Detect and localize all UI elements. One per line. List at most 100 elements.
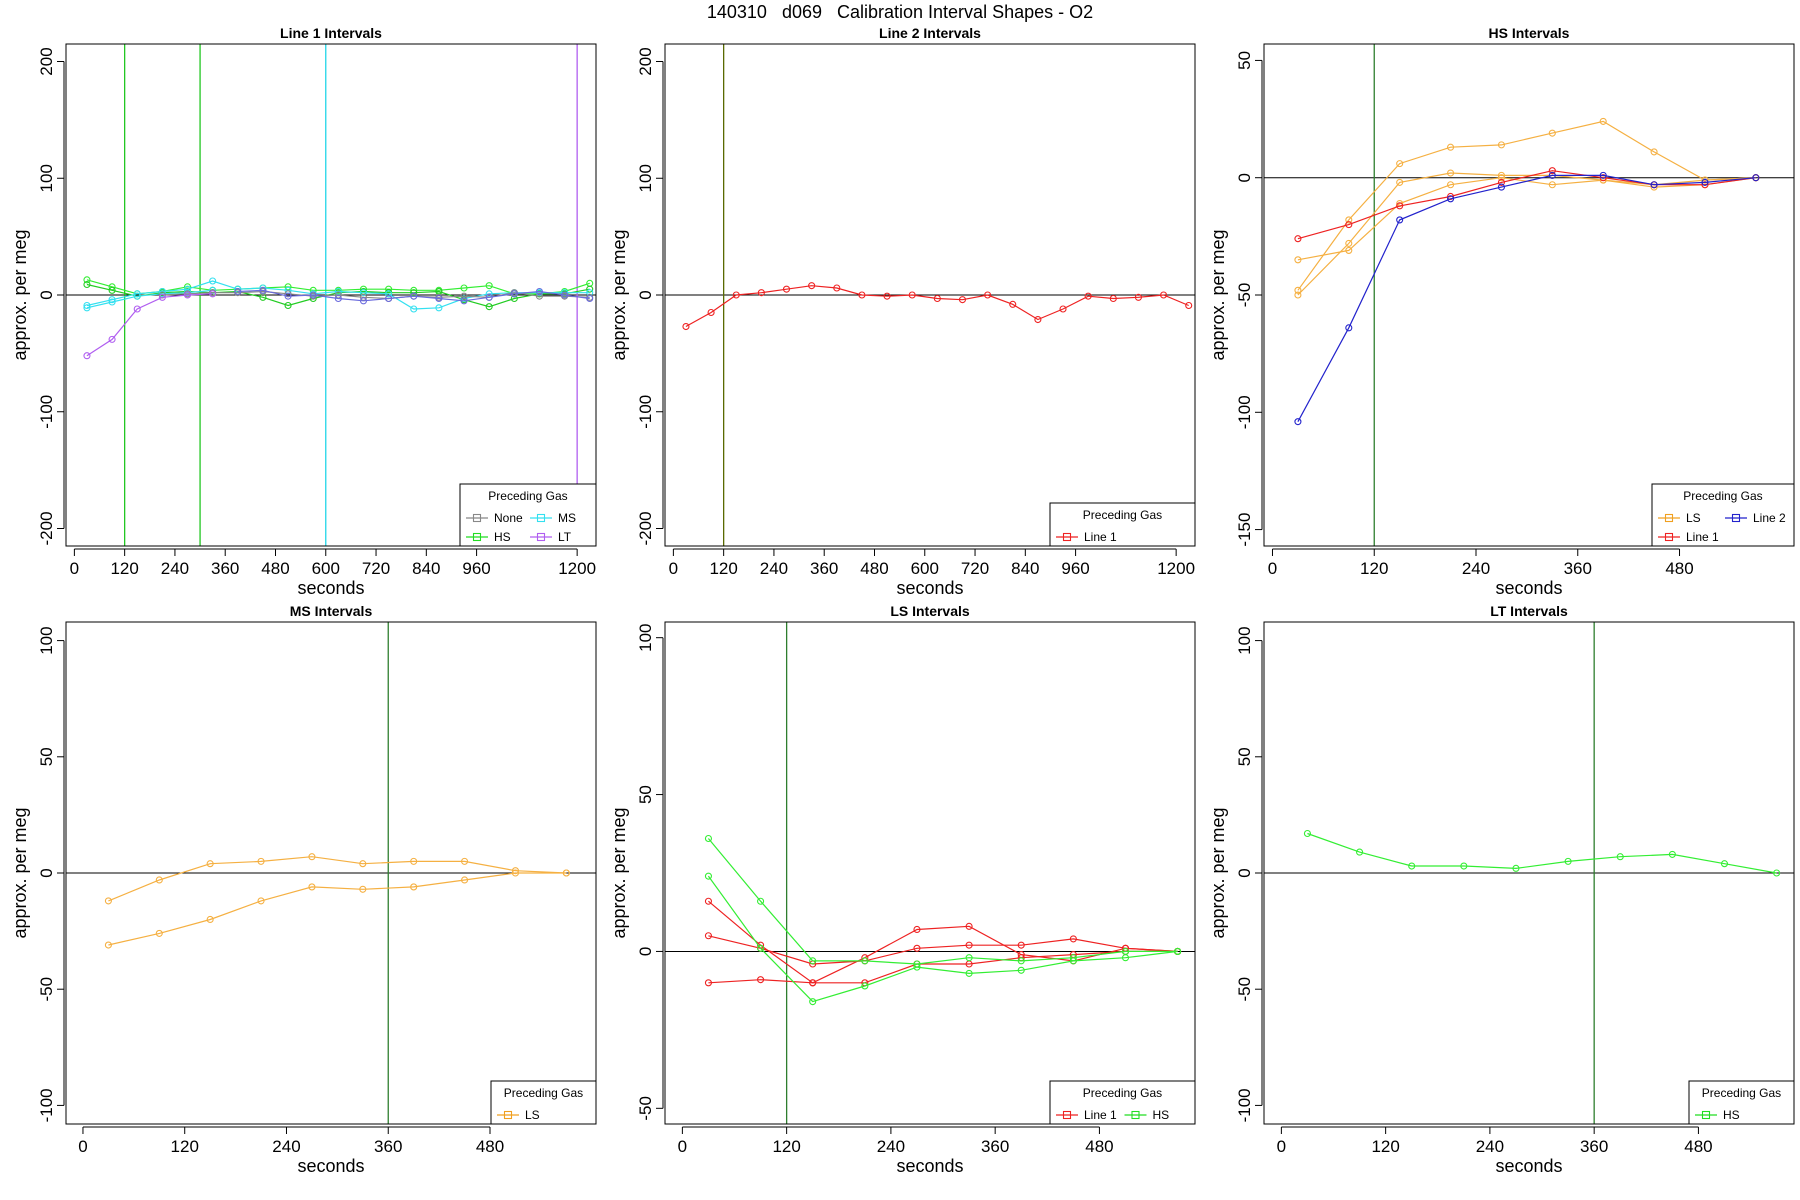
panel-title: LT Intervals	[1490, 603, 1568, 619]
legend-key-marker	[472, 513, 482, 523]
x-tick-label: 240	[760, 559, 788, 578]
data-point	[334, 294, 342, 303]
legend-box	[490, 1080, 597, 1125]
data-point	[108, 296, 116, 304]
data-point	[586, 294, 594, 303]
data-point	[1294, 235, 1302, 243]
legend-key-marker	[1701, 1110, 1711, 1120]
data-point	[808, 282, 816, 290]
x-tick-label: 240	[272, 1137, 300, 1156]
data-point	[83, 301, 91, 310]
x-tick-label: 120	[1360, 559, 1388, 578]
data-point	[308, 883, 316, 891]
x-tick-label: 240	[161, 559, 189, 578]
data-point	[704, 872, 712, 880]
x-tick-label: 600	[312, 559, 340, 578]
y-axis-label: approx. per meg	[609, 807, 629, 938]
data-point	[158, 291, 166, 299]
data-point	[257, 897, 265, 905]
data-point	[1121, 954, 1130, 962]
legend-key-marker	[503, 1110, 513, 1120]
y-tick-label: -50	[636, 1096, 655, 1121]
legend-title: Preceding Gas	[1083, 508, 1162, 522]
data-point	[1564, 857, 1572, 865]
x-tick-label: 720	[362, 559, 390, 578]
plot-frame	[1263, 43, 1795, 547]
x-tick-label: 360	[374, 1137, 402, 1156]
data-point	[757, 289, 765, 297]
data-point	[234, 287, 242, 296]
y-tick-label: 0	[37, 290, 56, 299]
data-point	[461, 857, 469, 865]
data-point	[309, 291, 317, 299]
data-point	[410, 883, 418, 891]
legend: Preceding Gas LS Line 2 Line 1	[1651, 483, 1795, 547]
x-tick-label: 0	[1268, 559, 1277, 578]
series-line	[1297, 170, 1756, 240]
legend-entry-label: HS	[494, 530, 511, 544]
data-point	[108, 298, 116, 306]
data-point	[209, 277, 217, 285]
data-point	[757, 976, 765, 984]
data-point	[104, 941, 112, 949]
legend-key-marker	[472, 532, 482, 542]
x-tick-label: 480	[860, 559, 888, 578]
data-point	[133, 305, 141, 313]
data-point	[1294, 291, 1302, 299]
data-point	[485, 282, 493, 290]
legend-entry-label: Line 1	[1686, 530, 1719, 544]
y-tick-label: -100	[636, 395, 655, 429]
data-point	[1017, 941, 1025, 949]
data-point	[1497, 174, 1505, 182]
data-point	[1084, 292, 1092, 300]
y-tick-label: -50	[1235, 977, 1254, 1002]
x-tick-label: 0	[1277, 1137, 1286, 1156]
x-tick-label: 1200	[558, 559, 596, 578]
data-point	[183, 291, 192, 299]
y-tick-label: 50	[1235, 747, 1254, 766]
series-line	[707, 875, 1178, 1003]
x-tick-label: 120	[1371, 1137, 1399, 1156]
data-point	[1396, 178, 1404, 186]
y-tick-label: 100	[37, 626, 56, 654]
x-tick-label: 360	[1564, 559, 1592, 578]
data-point	[257, 857, 265, 865]
data-point	[435, 294, 443, 303]
x-axis-label: seconds	[297, 1156, 364, 1176]
data-point	[461, 876, 469, 884]
y-tick-label: 200	[636, 47, 655, 75]
data-point	[1009, 300, 1017, 308]
data-point	[359, 860, 367, 868]
series-line	[1297, 174, 1756, 422]
data-point	[410, 857, 418, 865]
y-axis-label: approx. per meg	[10, 229, 30, 360]
data-point	[1396, 160, 1404, 168]
y-tick-label: 0	[636, 290, 655, 299]
x-tick-label: 720	[961, 559, 989, 578]
data-point	[1497, 171, 1505, 179]
data-point	[908, 291, 916, 299]
data-point	[155, 929, 163, 937]
x-axis-label: seconds	[896, 578, 963, 598]
x-axis-label: seconds	[297, 578, 364, 598]
legend-key-marker	[1131, 1110, 1140, 1120]
legend: Preceding Gas LS	[490, 1080, 597, 1125]
legend-title: Preceding Gas	[488, 489, 567, 503]
data-point	[1720, 860, 1729, 868]
data-point	[1294, 256, 1302, 264]
data-point	[1668, 850, 1676, 858]
plot-frame	[65, 621, 597, 1125]
data-point	[435, 304, 443, 312]
data-point	[1497, 178, 1505, 186]
y-tick-label: 50	[37, 747, 56, 766]
data-point	[965, 922, 973, 930]
data-point	[913, 944, 921, 952]
data-point	[535, 292, 543, 300]
data-point	[704, 932, 712, 940]
y-tick-label: 100	[636, 164, 655, 192]
legend-key-marker	[536, 513, 546, 523]
data-point	[1447, 181, 1455, 189]
data-point	[1345, 221, 1353, 229]
legend-entry-label: HS	[1723, 1108, 1740, 1122]
